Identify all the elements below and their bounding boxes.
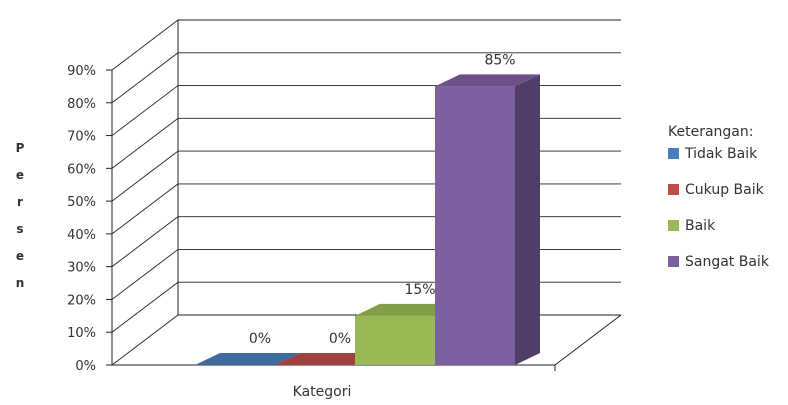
y-tick-label: 30% (67, 261, 96, 276)
legend-swatch (668, 256, 679, 267)
y-tick-label: 60% (67, 162, 96, 177)
legend-swatch (668, 148, 679, 159)
y-tick-label: 40% (67, 228, 96, 243)
side-gridline (111, 183, 179, 235)
y-axis-title-letter: P (16, 141, 25, 155)
side-gridline (111, 85, 179, 136)
legend-label: Tidak Baik (684, 146, 758, 162)
y-axis-ticks: 0% 10% 20% 30% 40% 50% 60% 70% 80% 90% (67, 64, 96, 374)
y-tick-label: 80% (67, 97, 96, 112)
data-label: 0% (249, 331, 271, 347)
bar-top (435, 74, 540, 87)
data-label: 15% (404, 282, 435, 298)
legend-label: Sangat Baik (685, 254, 770, 270)
bar-front (355, 315, 435, 365)
y-tick-label: 0% (75, 359, 96, 374)
x-axis-title: Kategori (293, 384, 352, 400)
y-tick-label: 90% (67, 64, 96, 79)
bar-cukup-baik (275, 353, 380, 365)
y-axis-title-letter: e (16, 168, 24, 182)
legend-swatch (668, 220, 679, 231)
legend-title: Keterangan: (668, 124, 753, 140)
data-label: 85% (484, 52, 515, 68)
bar-top (195, 353, 300, 365)
side-gridline (111, 249, 179, 300)
y-axis-title-letter: n (16, 276, 25, 290)
legend-swatch (668, 184, 679, 195)
bar-side (515, 74, 540, 365)
bars (195, 74, 540, 365)
y-axis-title-letter: s (16, 222, 23, 236)
legend-label: Baik (685, 218, 716, 234)
data-label: 0% (329, 331, 351, 347)
bar-sangat-baik (435, 74, 540, 365)
legend-label: Cukup Baik (685, 182, 765, 198)
floor-edge (554, 314, 622, 366)
legend-item: Cukup Baik (668, 182, 765, 198)
data-labels: 0% 0% 15% 85% (249, 52, 516, 347)
side-gridline (111, 150, 179, 202)
legend-item: Baik (668, 218, 716, 234)
y-axis-title-letter: e (16, 249, 24, 263)
y-axis-title-letter: r (17, 195, 23, 209)
y-tick-label: 20% (67, 293, 96, 308)
y-tick-label: 70% (67, 130, 96, 145)
bar-top (355, 303, 460, 316)
side-gridline (111, 216, 179, 268)
side-gridline (111, 314, 179, 366)
bar-top (275, 353, 380, 365)
y-tick-label: 50% (67, 195, 96, 210)
side-gridline (111, 281, 179, 333)
side-gridline (111, 19, 179, 71)
bar-tidak-baik (195, 353, 300, 365)
legend-item: Tidak Baik (668, 146, 758, 162)
y-tick-label: 10% (67, 326, 96, 341)
legend-item: Sangat Baik (668, 254, 770, 270)
legend: Tidak Baik Cukup Baik Baik Sangat Baik (668, 146, 770, 270)
side-gridline (111, 52, 179, 104)
side-gridline (111, 117, 179, 169)
bar-front (435, 86, 515, 365)
